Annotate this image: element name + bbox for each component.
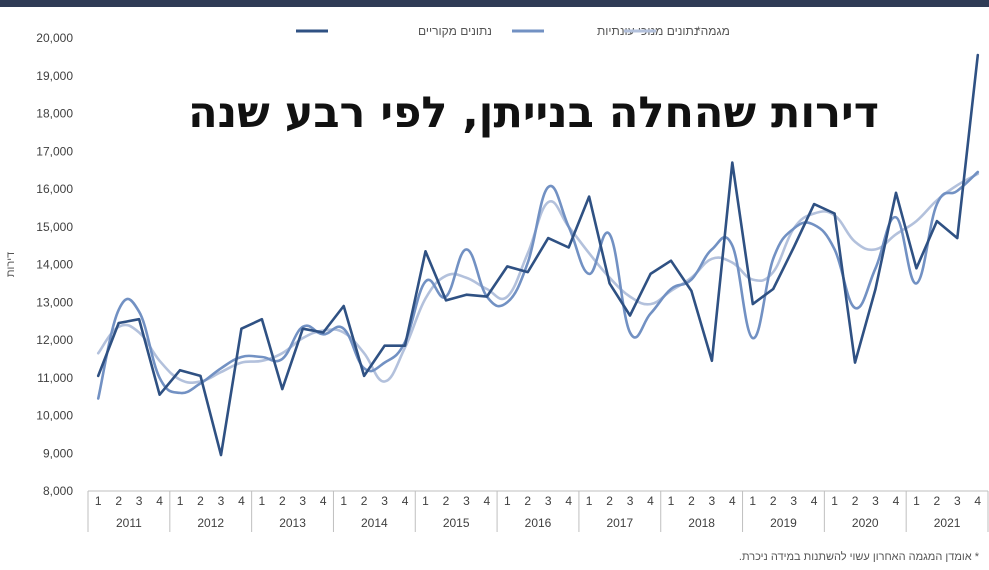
quarter-tick-label: 2 xyxy=(361,494,368,508)
quarter-tick-label: 3 xyxy=(709,494,716,508)
quarter-tick-label: 4 xyxy=(320,494,327,508)
legend-item-trend: מגמה* xyxy=(624,24,730,38)
legend-item-original: נתונים מקוריים xyxy=(296,24,492,38)
top-banner-bar xyxy=(0,0,989,7)
quarter-tick-label: 2 xyxy=(524,494,531,508)
quarter-tick-label: 4 xyxy=(893,494,900,508)
quarter-tick-label: 3 xyxy=(954,494,961,508)
quarter-tick-label: 1 xyxy=(586,494,593,508)
quarter-tick-label: 2 xyxy=(852,494,859,508)
quarter-tick-label: 2 xyxy=(688,494,695,508)
quarter-tick-label: 1 xyxy=(504,494,511,508)
quarter-tick-label: 2 xyxy=(770,494,777,508)
quarter-tick-label: 1 xyxy=(913,494,920,508)
quarter-tick-label: 3 xyxy=(218,494,225,508)
year-tick-label: 2016 xyxy=(525,516,552,530)
quarter-tick-label: 1 xyxy=(668,494,675,508)
quarter-tick-label: 2 xyxy=(279,494,286,508)
quarter-tick-label: 4 xyxy=(811,494,818,508)
quarter-tick-label: 1 xyxy=(749,494,756,508)
quarter-tick-label: 2 xyxy=(115,494,122,508)
year-tick-label: 2014 xyxy=(361,516,388,530)
y-tick-label: 12,000 xyxy=(36,333,73,347)
seasonally-adjusted-line xyxy=(96,170,980,400)
y-tick-label: 16,000 xyxy=(36,182,73,196)
quarter-tick-label: 4 xyxy=(238,494,245,508)
quarter-tick-label: 1 xyxy=(340,494,347,508)
chart-title: דירות שהחלה בנייתן, לפי רבע שנה xyxy=(188,88,879,138)
year-tick-label: 2012 xyxy=(197,516,224,530)
y-tick-label: 9,000 xyxy=(43,446,73,460)
trend-line xyxy=(96,172,980,384)
y-tick-label: 14,000 xyxy=(36,258,73,272)
year-tick-label: 2018 xyxy=(688,516,715,530)
quarter-tick-label: 3 xyxy=(463,494,470,508)
legend-item-seasonal: נתונים מנוכי עונתיות xyxy=(512,24,698,38)
y-tick-label: 18,000 xyxy=(36,107,73,121)
year-tick-label: 2020 xyxy=(852,516,879,530)
y-tick-label: 20,000 xyxy=(36,31,73,45)
quarter-tick-label: 2 xyxy=(443,494,450,508)
y-tick-label: 8,000 xyxy=(43,484,73,498)
y-tick-label: 10,000 xyxy=(36,409,73,423)
quarter-tick-label: 4 xyxy=(484,494,491,508)
quarter-tick-label: 3 xyxy=(136,494,143,508)
year-tick-label: 2019 xyxy=(770,516,797,530)
series-lines xyxy=(96,53,980,457)
year-tick-label: 2015 xyxy=(443,516,470,530)
y-tick-label: 17,000 xyxy=(36,144,73,158)
footnote: * אומדן המגמה האחרון עשוי להשתנות במידה … xyxy=(738,551,979,563)
year-tick-label: 2021 xyxy=(934,516,961,530)
legend-label: נתונים מקוריים xyxy=(418,24,492,38)
quarter-tick-label: 3 xyxy=(790,494,797,508)
quarter-tick-label: 1 xyxy=(95,494,102,508)
quarter-tick-label: 2 xyxy=(934,494,941,508)
quarter-tick-label: 1 xyxy=(422,494,429,508)
quarter-tick-label: 4 xyxy=(565,494,572,508)
y-tick-label: 19,000 xyxy=(36,69,73,83)
quarter-tick-label: 1 xyxy=(831,494,838,508)
y-axis-label: דירות xyxy=(5,252,17,277)
year-tick-label: 2011 xyxy=(116,516,142,530)
quarter-tick-label: 1 xyxy=(259,494,266,508)
quarter-tick-label: 3 xyxy=(299,494,306,508)
quarter-tick-label: 3 xyxy=(872,494,879,508)
quarter-tick-label: 3 xyxy=(545,494,552,508)
quarter-tick-label: 4 xyxy=(974,494,981,508)
y-tick-label: 11,000 xyxy=(37,371,73,385)
original-data-line xyxy=(96,53,980,457)
quarter-tick-label: 3 xyxy=(381,494,388,508)
y-axis: 8,000 9,000 10,000 11,000 12,000 13,000 14,000… xyxy=(5,31,73,498)
quarter-tick-label: 2 xyxy=(197,494,204,508)
y-tick-label: 15,000 xyxy=(36,220,73,234)
quarter-tick-label: 4 xyxy=(729,494,736,508)
year-tick-label: 2013 xyxy=(279,516,306,530)
quarter-tick-label: 4 xyxy=(402,494,409,508)
legend-label: מגמה* xyxy=(696,24,730,38)
y-tick-label: 13,000 xyxy=(36,295,73,309)
quarter-tick-label: 4 xyxy=(647,494,654,508)
quarter-tick-label: 3 xyxy=(627,494,634,508)
quarter-tick-label: 1 xyxy=(177,494,184,508)
year-tick-label: 2017 xyxy=(606,516,633,530)
quarter-tick-label: 4 xyxy=(156,494,163,508)
quarter-tick-label: 2 xyxy=(606,494,613,508)
